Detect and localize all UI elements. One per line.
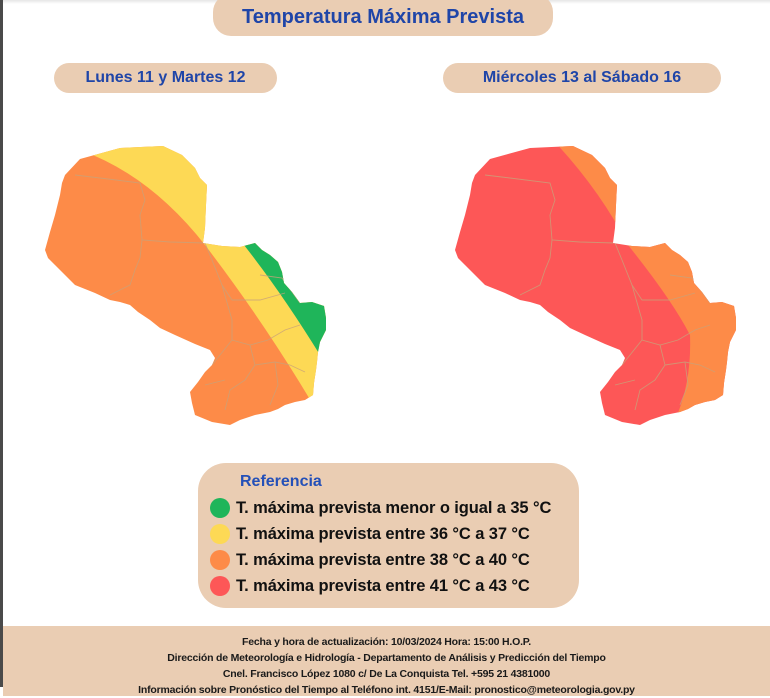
legend-label: T. máxima prevista menor o igual a 35 °C [236, 498, 552, 517]
footer-update-time: Fecha y hora de actualización: 10/03/202… [242, 636, 531, 648]
legend-label: T. máxima prevista entre 36 °C a 37 °C [236, 524, 530, 543]
legend-item-green: T. máxima prevista menor o igual a 35 °C [210, 496, 551, 520]
department-borders [484, 174, 716, 411]
green-dot-icon [210, 498, 230, 518]
legend-label: T. máxima prevista entre 38 °C a 40 °C [236, 550, 530, 569]
period-label-left: Lunes 11 y Martes 12 [54, 63, 277, 93]
map-right [455, 146, 736, 425]
yellow-dot-icon [210, 524, 230, 544]
legend-title: Referencia [240, 473, 322, 490]
legend-item-orange: T. máxima prevista entre 38 °C a 40 °C [210, 548, 530, 572]
legend-label: T. máxima prevista entre 41 °C a 43 °C [236, 576, 530, 595]
red-dot-icon [210, 576, 230, 596]
footer: Fecha y hora de actualización: 10/03/202… [3, 626, 770, 696]
legend-item-yellow: T. máxima prevista entre 36 °C a 37 °C [210, 522, 530, 546]
footer-contact: Información sobre Pronóstico del Tiempo … [138, 684, 635, 696]
orange-dot-icon [210, 550, 230, 570]
footer-address: Cnel. Francisco López 1080 c/ De La Conq… [222, 668, 551, 680]
legend-item-red: T. máxima prevista entre 41 °C a 43 °C [210, 574, 530, 598]
legend: Referencia T. máxima prevista menor o ig… [198, 463, 579, 608]
map-left [45, 146, 326, 425]
page-title: Temperatura Máxima Prevista [213, 0, 553, 36]
window-edge [0, 0, 3, 687]
period-label-right: Miércoles 13 al Sábado 16 [443, 63, 721, 93]
footer-department: Dirección de Meteorología e Hidrología -… [167, 652, 606, 664]
